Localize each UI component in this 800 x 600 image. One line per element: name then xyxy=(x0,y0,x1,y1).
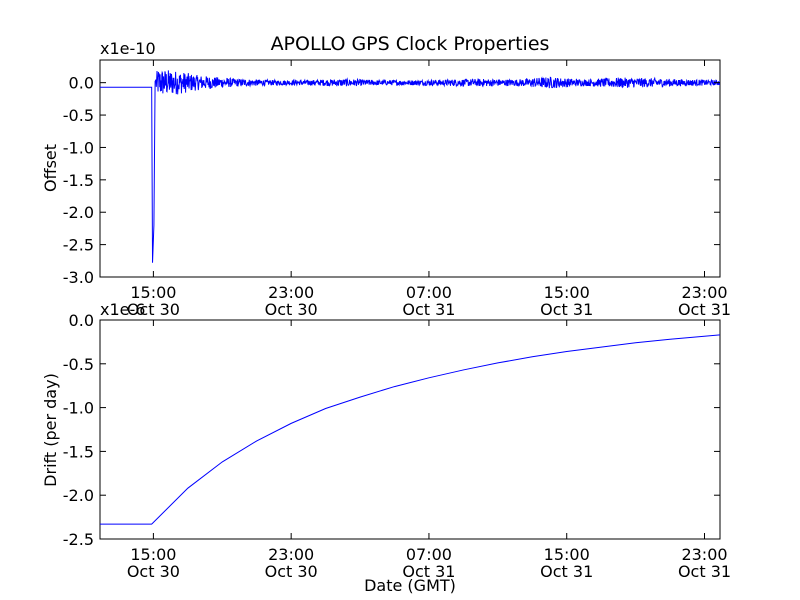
x-tick-label-date: Oct 31 xyxy=(540,300,593,319)
x-tick-label-date: Oct 31 xyxy=(678,562,731,581)
x-tick-label-date: Oct 31 xyxy=(678,300,731,319)
y-tick-label: -1.5 xyxy=(63,442,94,461)
x-tick-label-date: Oct 31 xyxy=(402,300,455,319)
offset-plot-frame xyxy=(99,59,721,278)
x-tick-label-time: 15:00 xyxy=(130,283,176,302)
y-tick-label: -1.0 xyxy=(63,399,94,418)
x-tick-label-date: Oct 30 xyxy=(127,300,180,319)
y-tick-label: -2.0 xyxy=(63,486,94,505)
x-tick-label-time: 15:00 xyxy=(544,545,590,564)
y-tick-label: -3.0 xyxy=(63,268,94,287)
x-tick-label-time: 23:00 xyxy=(681,283,727,302)
offset-ylabel: Offset xyxy=(41,144,60,192)
offset-series-line xyxy=(100,70,720,263)
chart-title: APOLLO GPS Clock Properties xyxy=(271,33,550,55)
x-tick-label-time: 15:00 xyxy=(130,545,176,564)
y-tick-label: -2.5 xyxy=(63,530,94,549)
x-tick-label-date: Oct 30 xyxy=(265,300,318,319)
offset-multiplier-label: x1e-10 xyxy=(100,39,156,58)
x-tick-label-date: Oct 31 xyxy=(402,562,455,581)
x-tick-label-time: 07:00 xyxy=(406,283,452,302)
y-tick-label: -0.5 xyxy=(63,355,94,374)
y-tick-label: -1.5 xyxy=(63,171,94,190)
x-tick-label-time: 23:00 xyxy=(268,283,314,302)
y-tick-label: -1.0 xyxy=(63,138,94,157)
x-tick-label-time: 23:00 xyxy=(268,545,314,564)
drift-panel: x1e-6 Drift (per day) 0.0 -0.5 -1.0 -1.5 -2.… xyxy=(41,300,731,581)
y-tick-label: -2.0 xyxy=(63,203,94,222)
x-tick-label-date: Oct 31 xyxy=(540,562,593,581)
x-axis-label: Date (GMT) xyxy=(364,576,456,595)
y-tick-label: -2.5 xyxy=(63,236,94,255)
x-tick-label-date: Oct 30 xyxy=(265,562,318,581)
y-tick-label: -0.5 xyxy=(63,106,94,125)
x-tick-label-time: 15:00 xyxy=(544,283,590,302)
y-tick-label: 0.0 xyxy=(69,311,94,330)
drift-ylabel: Drift (per day) xyxy=(41,373,60,487)
x-tick-label-time: 23:00 xyxy=(681,545,727,564)
drift-plot-frame xyxy=(99,319,721,540)
drift-multiplier-label: x1e-6 xyxy=(100,300,145,319)
x-tick-label-date: Oct 30 xyxy=(127,562,180,581)
x-tick-label-time: 07:00 xyxy=(406,545,452,564)
drift-series-line xyxy=(100,334,720,525)
y-tick-label: 0.0 xyxy=(69,74,94,93)
offset-panel: x1e-10 Offset 0.0 -0.5 -1.0 -1.5 -2.0 -2.5 -3.… xyxy=(41,39,731,319)
